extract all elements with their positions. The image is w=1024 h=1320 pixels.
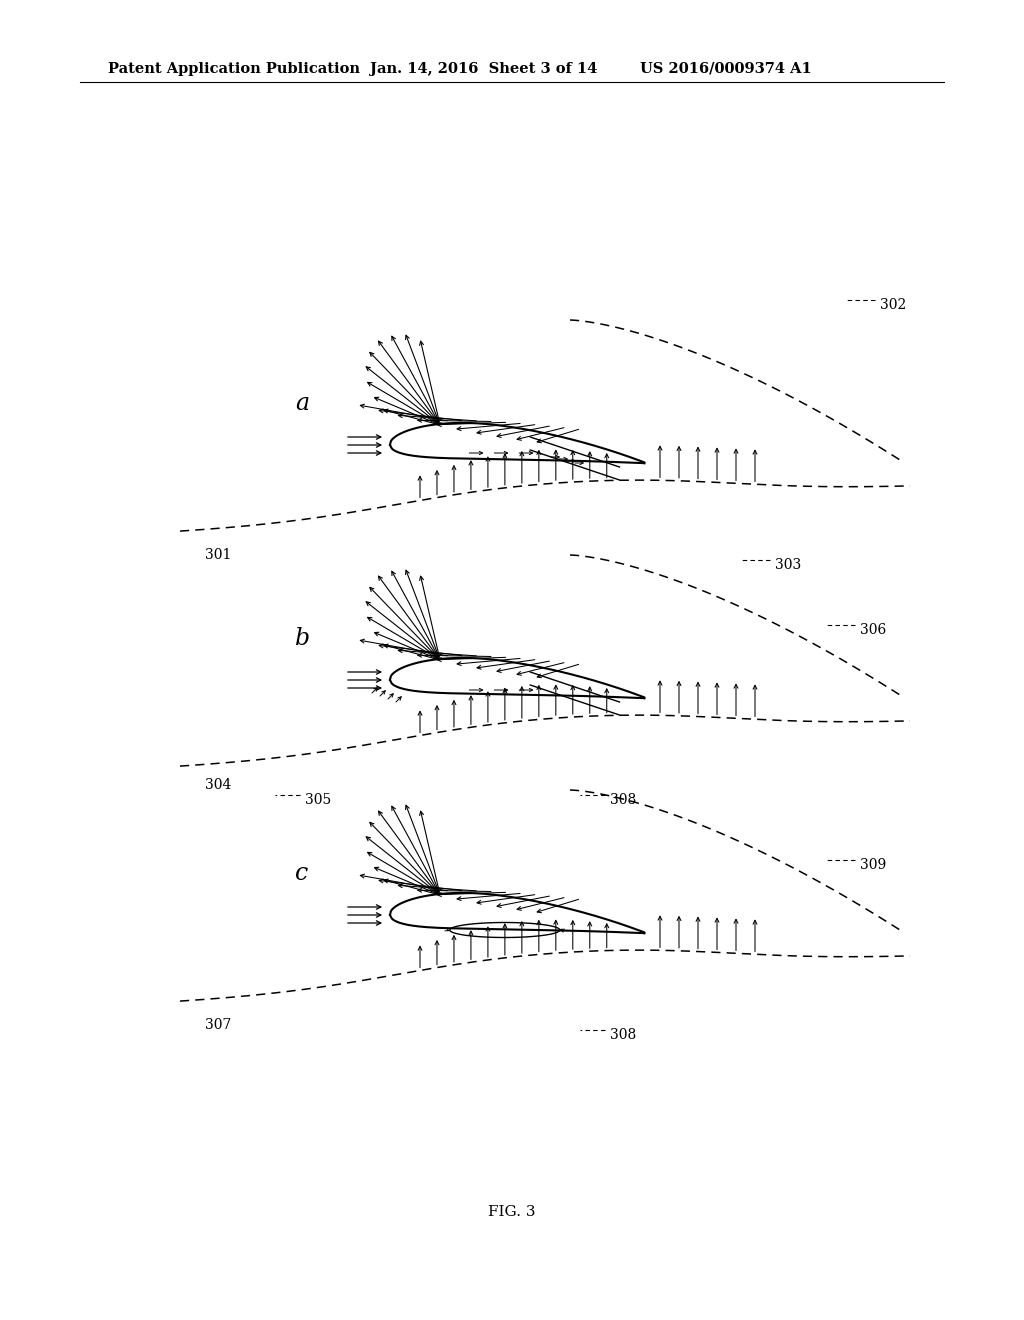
Text: 303: 303: [775, 558, 801, 572]
Polygon shape: [390, 422, 644, 463]
Text: 301: 301: [205, 548, 231, 562]
Text: 304: 304: [205, 777, 231, 792]
Text: 309: 309: [860, 858, 886, 873]
Polygon shape: [390, 657, 644, 698]
Text: US 2016/0009374 A1: US 2016/0009374 A1: [640, 62, 812, 77]
Text: 302: 302: [880, 298, 906, 312]
Text: FIG. 3: FIG. 3: [488, 1205, 536, 1218]
Text: 307: 307: [205, 1018, 231, 1032]
Text: 308: 308: [610, 793, 636, 807]
Polygon shape: [390, 892, 644, 933]
Text: 305: 305: [305, 793, 331, 807]
Text: Jan. 14, 2016  Sheet 3 of 14: Jan. 14, 2016 Sheet 3 of 14: [370, 62, 597, 77]
Text: b: b: [295, 627, 310, 649]
Text: c: c: [295, 862, 308, 884]
Text: 306: 306: [860, 623, 886, 638]
Text: Patent Application Publication: Patent Application Publication: [108, 62, 360, 77]
Text: a: a: [295, 392, 309, 414]
Text: 308: 308: [610, 1028, 636, 1041]
